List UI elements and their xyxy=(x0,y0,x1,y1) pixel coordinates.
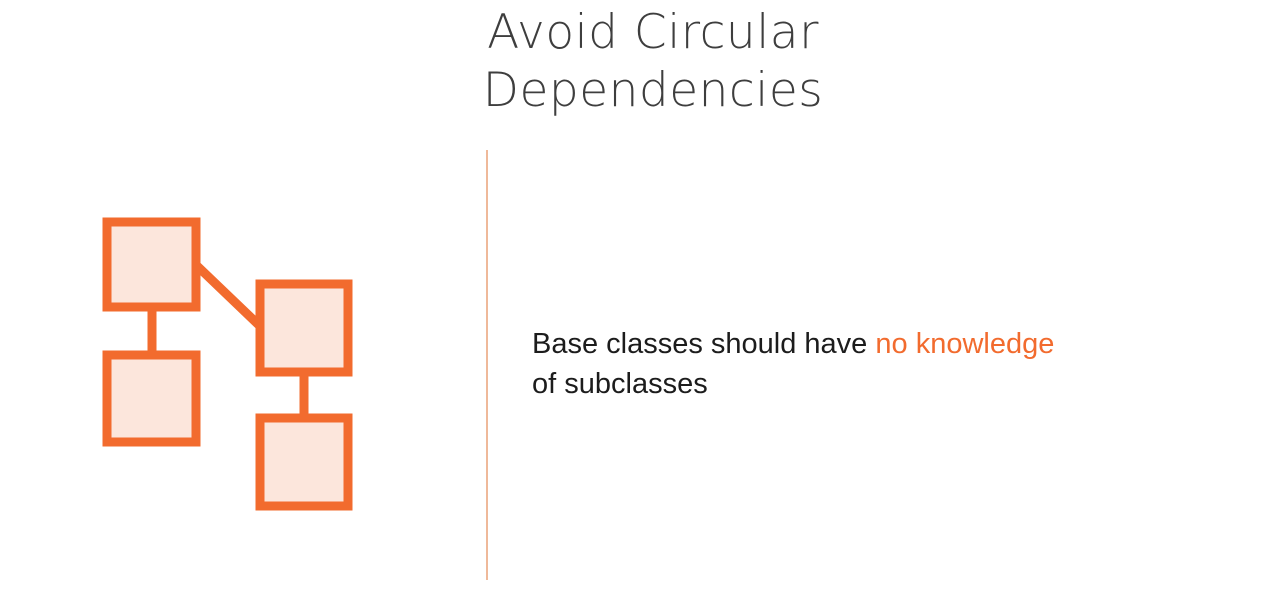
statement-text: Base classes should have no knowledge of… xyxy=(532,324,1272,404)
class-hierarchy-icon xyxy=(102,217,353,511)
slide-title: Avoid Circular Dependencies xyxy=(0,4,1288,120)
class-node-top-left xyxy=(102,217,201,312)
class-node-bottom-left xyxy=(102,350,201,447)
title-line-1: Avoid Circular xyxy=(487,5,819,60)
connector-top-left-to-top-right xyxy=(189,258,267,333)
statement-text-before: Base classes should have xyxy=(532,328,876,360)
class-hierarchy-diagram xyxy=(100,212,360,516)
title-line-2: Dependencies xyxy=(482,63,824,118)
class-node-top-right xyxy=(255,279,353,377)
class-node-bottom-right xyxy=(255,413,353,511)
statement-text-after: of subclasses xyxy=(532,368,708,400)
vertical-divider xyxy=(486,150,488,580)
statement-highlight: no knowledge xyxy=(875,328,1055,360)
